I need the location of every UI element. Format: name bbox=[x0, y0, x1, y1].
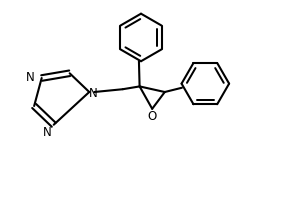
Text: N: N bbox=[26, 71, 35, 84]
Text: N: N bbox=[43, 125, 52, 138]
Text: N: N bbox=[89, 86, 97, 99]
Text: O: O bbox=[147, 109, 156, 122]
